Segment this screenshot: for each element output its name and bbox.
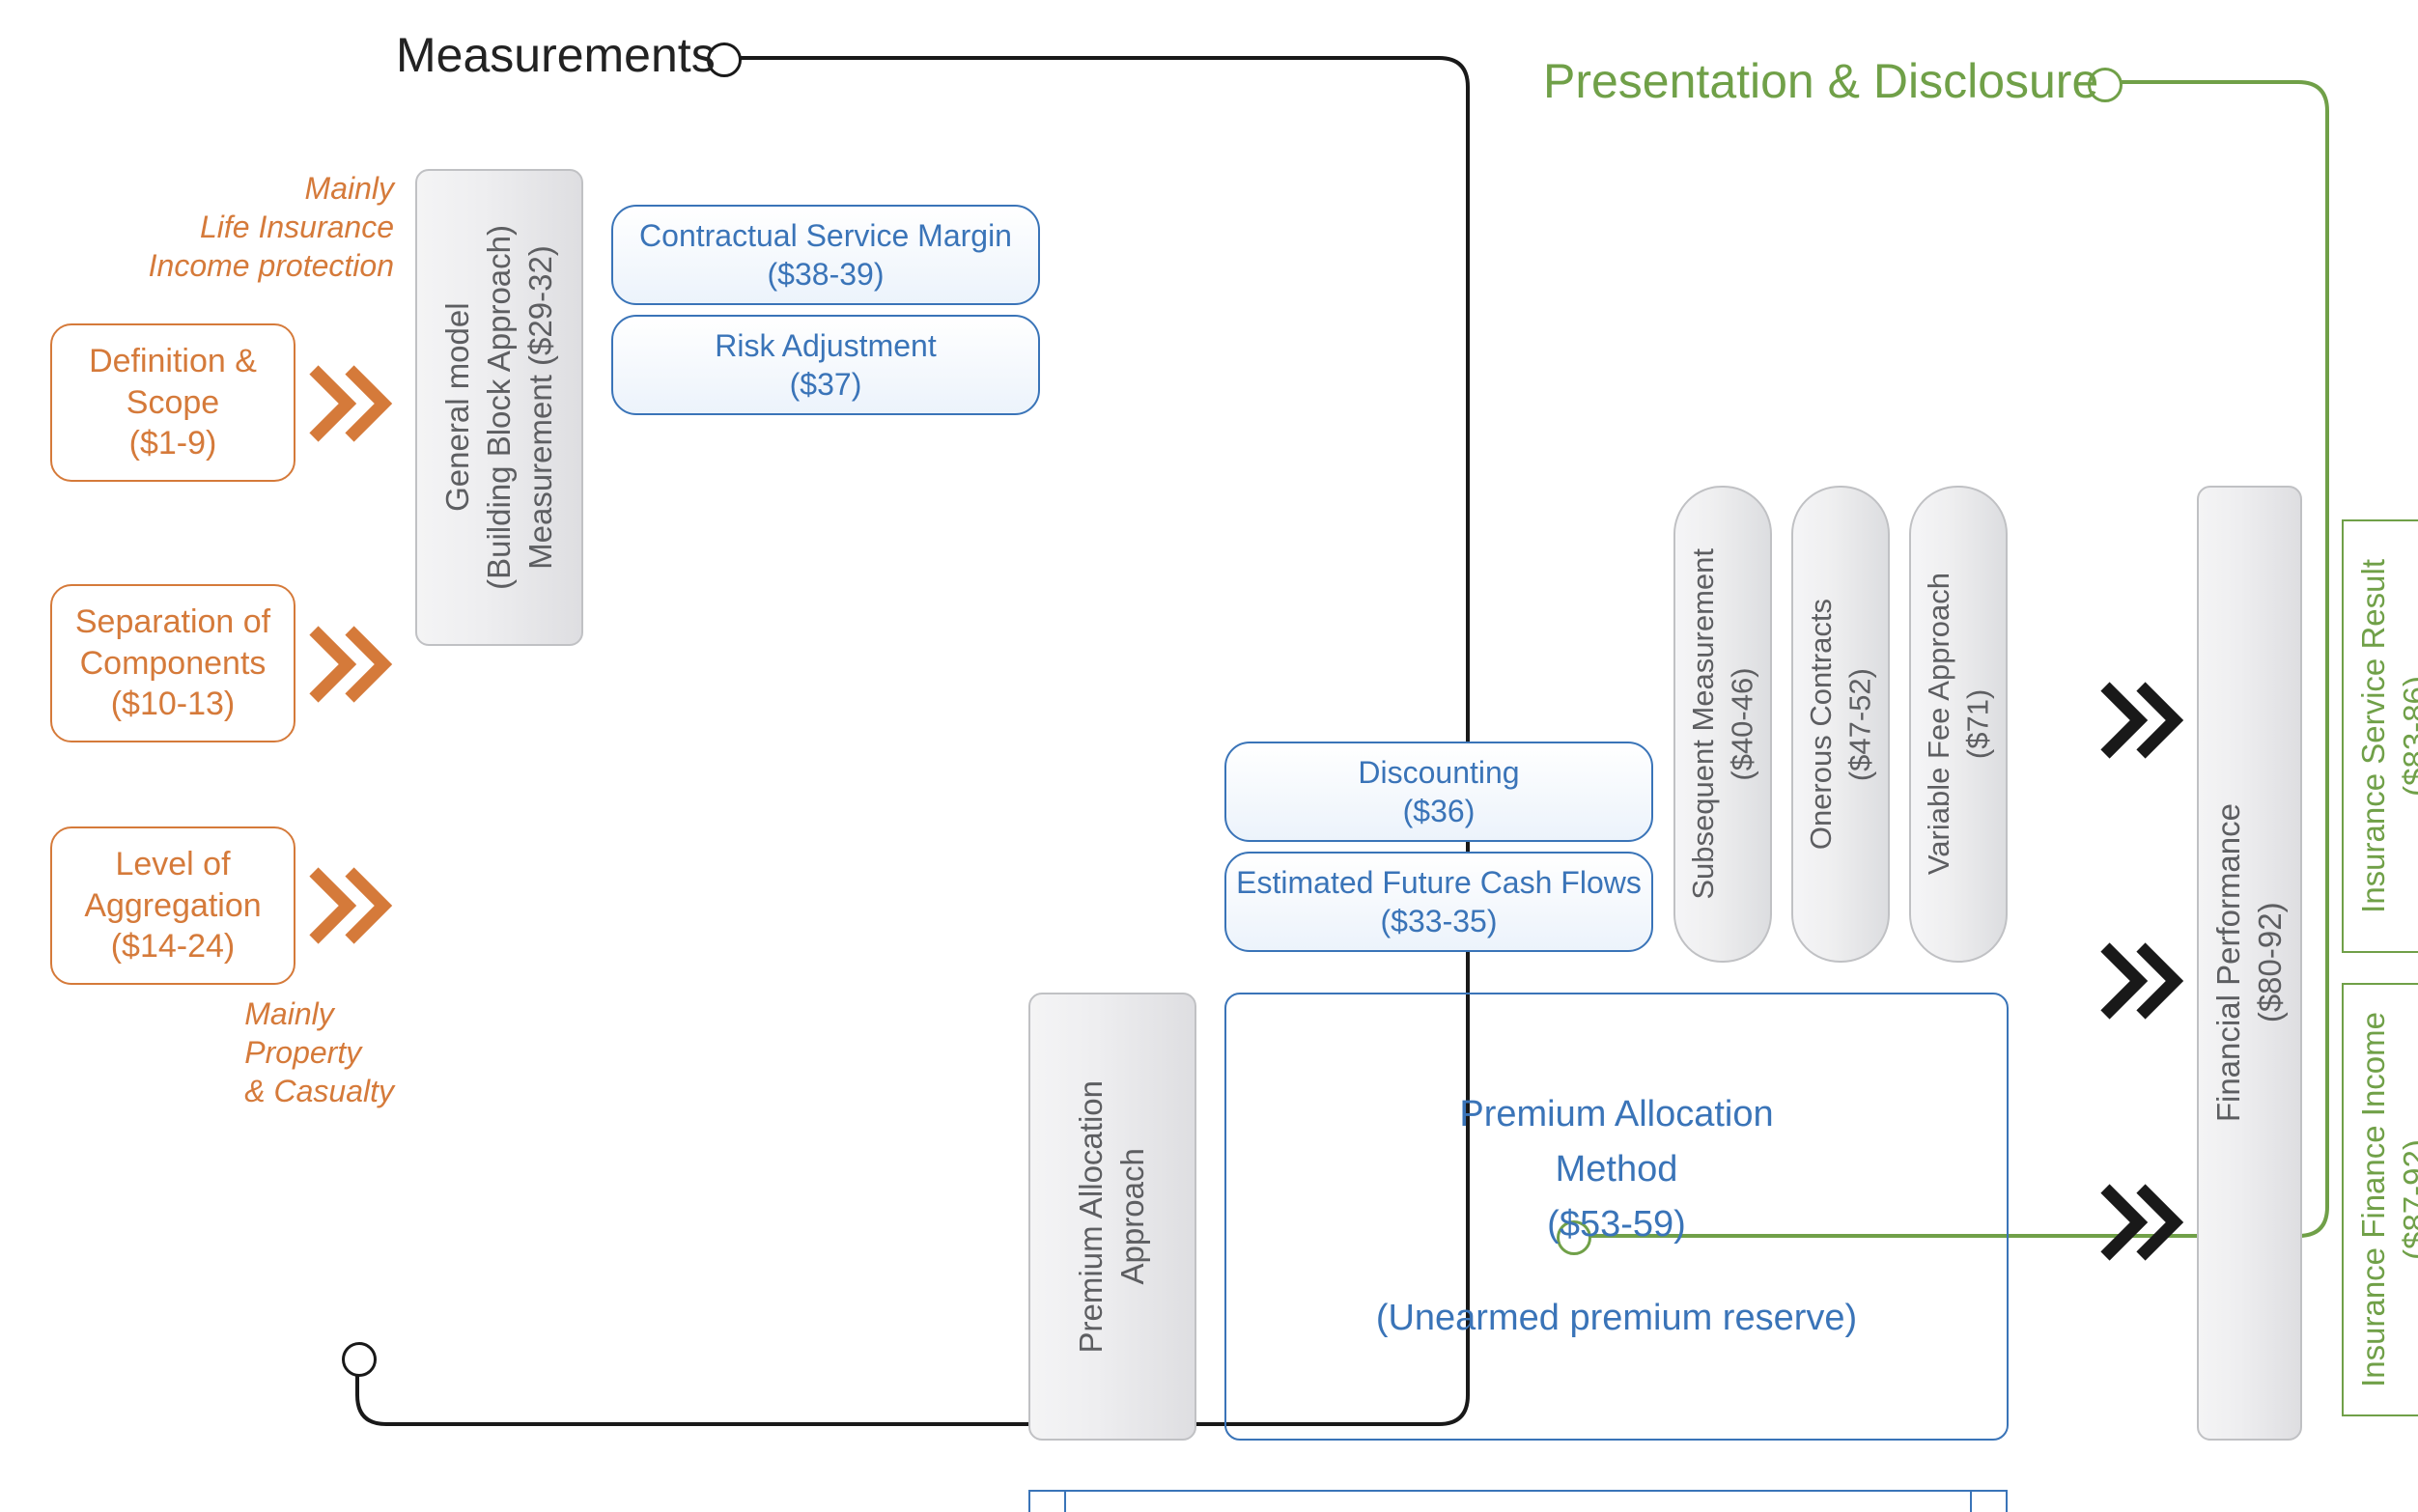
rein-l1: Reinsurance Contracts Held <box>1299 1506 1733 1512</box>
gm-l1: General model <box>439 303 475 512</box>
box-ifi: Insurance Finance Income ($87-92) <box>2342 983 2418 1416</box>
box-financial-performance: Financial Performance ($80-92) <box>2197 486 2302 1441</box>
isr-l2: ($83-86) <box>2397 676 2418 797</box>
pill-variable-fee: Variable Fee Approach ($71) <box>1909 486 2008 963</box>
def-l2: Scope <box>127 382 219 424</box>
box-paa-grey: Premium Allocation Approach <box>1028 993 1196 1441</box>
box-reinsurance: Reinsurance Contracts Held ($60-62) <box>1062 1490 1970 1512</box>
disc-l2: ($36) <box>1403 792 1476 830</box>
box-general-model: General model (Building Block Approach) … <box>415 169 583 646</box>
note-pc-l3: & Casualty <box>244 1072 394 1110</box>
box-risk-adjustment: Risk Adjustment ($37) Discounting ($36) … <box>611 315 1040 415</box>
pam-l4: (Unearmed premium reserve) <box>1376 1291 1857 1346</box>
ifi-l1: Insurance Finance Income <box>2355 1012 2391 1387</box>
chevron-black-3 <box>2100 1184 2187 1261</box>
box-efcf: Estimated Future Cash Flows ($33-35) <box>1224 852 1653 952</box>
chevron-orange-3 <box>309 867 396 944</box>
vfa-l2: ($71) <box>1960 689 1994 759</box>
fp-l1: Financial Performance <box>2210 803 2246 1122</box>
ra-l2: ($37) <box>790 365 862 404</box>
ifi-text: Insurance Finance Income ($87-92) <box>2353 1012 2418 1387</box>
chevron-orange-1 <box>309 365 396 442</box>
box-definition-scope: Definition & Scope ($1-9) <box>50 323 295 482</box>
note-life-insurance: Mainly Life Insurance Income protection <box>149 169 394 285</box>
chevron-orange-2 <box>309 626 396 703</box>
efcf-l2: ($33-35) <box>1381 902 1498 940</box>
note-life-l3: Income protection <box>149 246 394 285</box>
pam-l3: ($53-59) <box>1547 1197 1686 1252</box>
general-model-text: General model (Building Block Approach) … <box>437 225 562 590</box>
agg-l2: Aggregation <box>84 885 261 927</box>
sub-l1: Subsequent Measurement <box>1686 548 1720 900</box>
note-pc-l2: Property <box>244 1033 394 1072</box>
agg-l1: Level of <box>115 844 230 885</box>
on-text: Onerous Contracts ($47-52) <box>1802 599 1880 850</box>
agg-l3: ($14-24) <box>111 926 236 967</box>
sep-l2: Components <box>80 643 267 685</box>
measurements-bottom-dot <box>342 1342 377 1377</box>
def-l1: Definition & <box>89 341 257 382</box>
def-l3: ($1-9) <box>129 423 217 464</box>
sep-l1: Separation of <box>75 602 270 643</box>
sub-l2: ($40-46) <box>1725 667 1758 780</box>
gm-l3: Measurement ($29-32) <box>521 245 557 570</box>
presentation-title: Presentation & Disclosure <box>1543 53 2098 109</box>
note-property-casualty: Mainly Property & Casualty <box>244 994 394 1110</box>
fp-l2: ($80-92) <box>2252 903 2288 1023</box>
csm-l2: ($38-39) <box>768 255 885 294</box>
chevron-black-1 <box>2100 682 2187 759</box>
measurements-title: Measurements <box>396 27 716 83</box>
box-csm: Contractual Service Margin ($38-39) <box>611 205 1040 305</box>
note-life-l1: Mainly <box>149 169 394 208</box>
reinsurance-cap-left <box>1028 1490 1066 1512</box>
chevron-black-2 <box>2100 942 2187 1020</box>
box-pam: Premium Allocation Method ($53-59) (Unea… <box>1224 993 2009 1441</box>
box-separation-components: Separation of Components ($10-13) <box>50 584 295 742</box>
ifi-l2: ($87-92) <box>2397 1139 2418 1260</box>
pill-subsequent-measurement: Subsequent Measurement ($40-46) <box>1673 486 1772 963</box>
fp-text: Financial Performance ($80-92) <box>2208 803 2291 1122</box>
sub-text: Subsequent Measurement ($40-46) <box>1684 548 1762 900</box>
reinsurance-cap-right <box>1970 1490 2008 1512</box>
paa-text: Premium Allocation Approach <box>1071 1080 1154 1353</box>
on-l1: Onerous Contracts <box>1804 599 1838 850</box>
pam-l2: Method <box>1556 1142 1678 1197</box>
vfa-text: Variable Fee Approach ($71) <box>1920 573 1998 875</box>
efcf-l1: Estimated Future Cash Flows <box>1236 863 1642 902</box>
ra-l1: Risk Adjustment <box>715 326 936 365</box>
isr-l1: Insurance Service Result <box>2355 559 2391 913</box>
paa-l1: Premium Allocation <box>1073 1080 1109 1353</box>
note-life-l2: Life Insurance <box>149 208 394 246</box>
isr-text: Insurance Service Result ($83-86) <box>2353 559 2418 913</box>
csm-l1: Contractual Service Margin <box>639 216 1012 255</box>
pill-onerous-contracts: Onerous Contracts ($47-52) <box>1791 486 1890 963</box>
box-isr: Insurance Service Result ($83-86) <box>2342 519 2418 953</box>
box-discounting: Discounting ($36) <box>1224 742 1653 842</box>
sep-l3: ($10-13) <box>111 684 236 725</box>
on-l2: ($47-52) <box>1842 667 1876 780</box>
box-level-aggregation: Level of Aggregation ($14-24) <box>50 826 295 985</box>
paa-l2: Approach <box>1114 1148 1150 1284</box>
vfa-l1: Variable Fee Approach <box>1922 573 1955 875</box>
disc-l1: Discounting <box>1358 753 1519 792</box>
gm-l2: (Building Block Approach) <box>481 225 517 590</box>
pam-l1: Premium Allocation <box>1459 1087 1773 1142</box>
note-pc-l1: Mainly <box>244 994 394 1033</box>
